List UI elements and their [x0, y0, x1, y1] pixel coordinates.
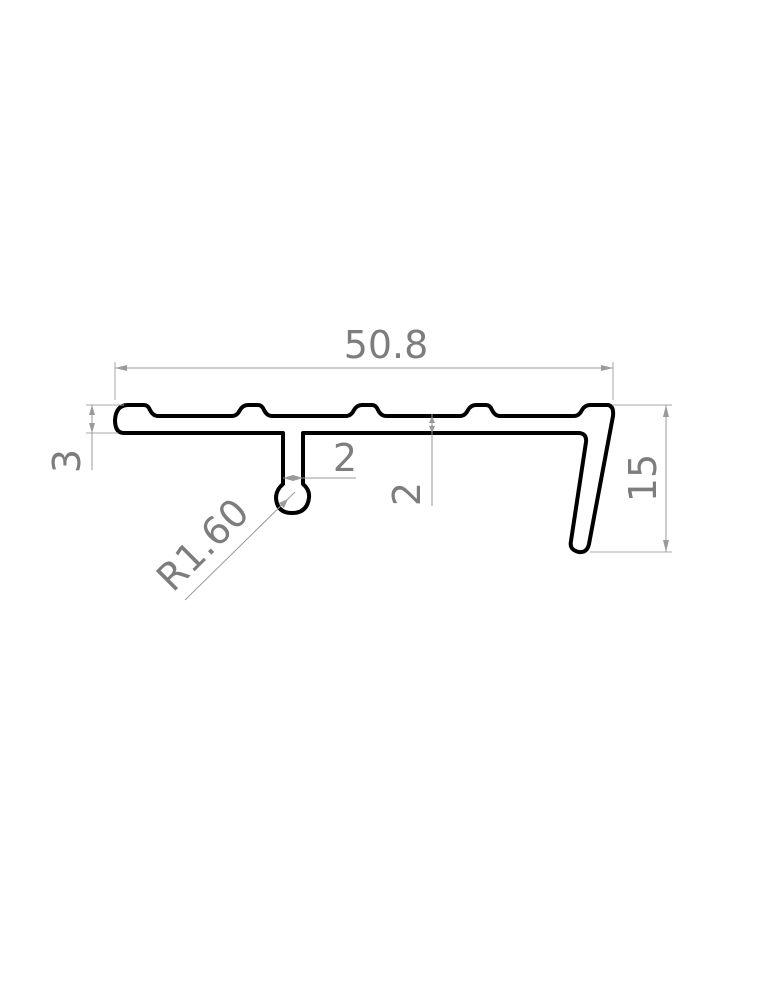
arrow-radius: [279, 499, 288, 508]
extrusion-profile: [113, 403, 616, 555]
dimension-stem-width: 2: [283, 436, 357, 481]
arrow-right: [601, 365, 613, 371]
arrow-leg-bottom: [663, 540, 669, 552]
dimension-bulb-radius: R1.60: [148, 490, 296, 601]
dimension-label-stem: 2: [333, 436, 357, 480]
arrow-wall-top: [429, 416, 435, 423]
dimension-label-width: 50.8: [344, 323, 429, 367]
arrow-top: [89, 405, 95, 415]
arrow-wall-bottom: [429, 426, 435, 433]
dimension-label-leg: 15: [621, 454, 665, 502]
arrow-leg-top: [663, 405, 669, 417]
dimension-label-thickness: 3: [45, 449, 89, 473]
arrow-stem-right: [293, 475, 303, 481]
dimension-leg-height: 15: [590, 404, 672, 553]
dimension-label-wall: 2: [385, 482, 429, 506]
arrow-bottom: [89, 423, 95, 433]
profile-outline: [113, 403, 616, 555]
leader-line-radius: [184, 491, 296, 601]
arrow-stem-left: [283, 475, 293, 481]
dimension-overall-width: 50.8: [114, 323, 614, 400]
dimension-top-thickness: 3: [45, 404, 124, 473]
dimension-wall-thickness: 2: [385, 414, 435, 506]
arrow-left: [115, 365, 127, 371]
